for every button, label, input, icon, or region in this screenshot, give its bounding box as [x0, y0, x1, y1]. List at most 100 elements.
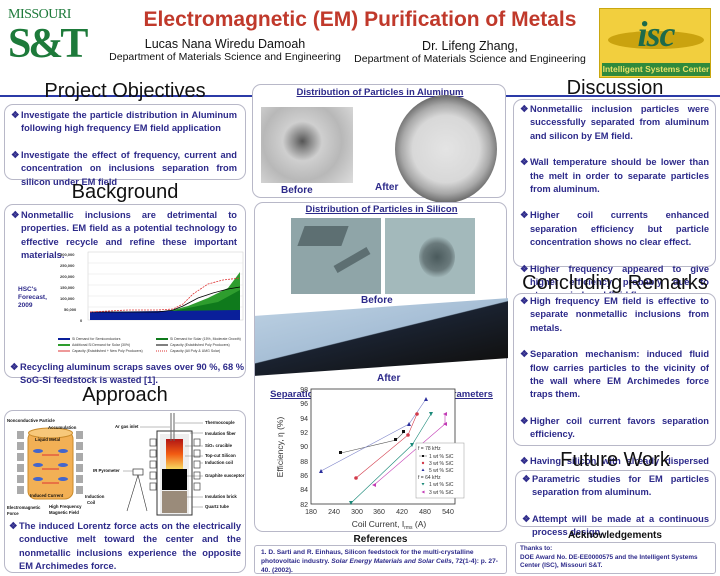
- ack-line-2: DOE Award No. DE-EE0000575 and the Intel…: [520, 553, 698, 570]
- svg-text:Nonconductive Particle: Nonconductive Particle: [7, 418, 55, 423]
- svg-text:f = 64 kHz: f = 64 kHz: [418, 475, 441, 481]
- svg-text:96: 96: [300, 401, 308, 408]
- bullet-icon: ❖: [11, 110, 20, 120]
- svg-text:Liquid Metal: Liquid Metal: [35, 437, 60, 442]
- svg-text:Ar gas inlet: Ar gas inlet: [115, 424, 139, 429]
- aluminum-before-image: [261, 107, 353, 183]
- svg-text:Thermocouple: Thermocouple: [205, 420, 235, 425]
- svg-text:5 wt % SiC: 5 wt % SiC: [429, 468, 454, 474]
- author-2-dept: Department of Materials Science and Engi…: [354, 53, 586, 65]
- ack-line-1: Thanks to:: [520, 545, 553, 552]
- concluding-item: ❖ High frequency EM field is effective to…: [520, 295, 709, 335]
- future-text: Attempt will be made at a continuous pro…: [532, 513, 709, 538]
- svg-text:Electromagnetic: Electromagnetic: [7, 505, 41, 510]
- isc-logo-band: Intelligent Systems Center: [602, 63, 710, 76]
- efficiency-chart: 98 96 94 92 90 88 86 84 82 180 240 300 360 420 480 540…: [275, 387, 465, 531]
- svg-text:Force: Force: [7, 511, 19, 516]
- bullet-icon: ❖: [522, 474, 531, 484]
- svg-text:3 wt % SiC: 3 wt % SiC: [429, 490, 454, 496]
- discussion-box: ❖ Nonmetallic inclusion particles were su…: [513, 99, 716, 300]
- concluding-text: High frequency EM field is effective to …: [530, 296, 709, 333]
- concluding-item: ❖ Higher coil current favors separation e…: [520, 415, 709, 442]
- background-item: ❖ Recycling aluminum scraps saves over 90…: [10, 361, 244, 388]
- background-item: ❖ Nonmetallic inclusions are detrimental …: [11, 209, 237, 263]
- svg-text:Graphite susceptor: Graphite susceptor: [205, 473, 245, 478]
- silicon-box: Distribution of Particles in Silicon Bef…: [254, 202, 508, 532]
- svg-text:Quartz tube: Quartz tube: [205, 504, 229, 509]
- reference-journal: Solar Energy Materials and Solar Cells: [331, 558, 452, 565]
- concluding-title: Concluding Remarks: [522, 272, 708, 294]
- svg-text:Induced Current: Induced Current: [30, 493, 64, 498]
- svg-text:50,000: 50,000: [64, 307, 77, 312]
- svg-text:1 wt % SiC: 1 wt % SiC: [429, 482, 454, 488]
- svg-text:180: 180: [305, 509, 317, 516]
- svg-text:100,000: 100,000: [60, 296, 75, 301]
- silicon-before-image-1: [291, 218, 381, 294]
- objectives-title: Project Objectives: [44, 80, 206, 102]
- svg-text:92: 92: [300, 430, 308, 437]
- missouri-st-logo: MISSOURI S&T: [8, 7, 88, 74]
- aluminum-after-image: [395, 95, 497, 203]
- svg-text:82: 82: [300, 502, 308, 509]
- svg-text:98: 98: [300, 387, 308, 394]
- svg-text:84: 84: [300, 487, 308, 494]
- svg-text:250,000: 250,000: [60, 263, 75, 268]
- svg-text:540: 540: [442, 509, 454, 516]
- bullet-icon: ❖: [522, 513, 531, 524]
- discussion-item: ❖ Nonmetallic inclusion particles were su…: [520, 103, 709, 143]
- silicon-before-image-2: [385, 218, 475, 294]
- bullet-icon: ❖: [520, 349, 529, 360]
- author-2: Dr. Lifeng Zhang, Department of Material…: [350, 40, 590, 66]
- svg-text:Insulation fiber: Insulation fiber: [205, 431, 236, 436]
- svg-text:0: 0: [80, 318, 83, 323]
- svg-text:Capacity (All Poly & UMG Solar: Capacity (All Poly & UMG Solar): [170, 349, 220, 353]
- ack-box: Thanks to: DOE Award No. DE-EE0000575 an…: [515, 542, 716, 574]
- aluminum-title: Distribution of Particles in Aluminum: [296, 87, 464, 98]
- concluding-item: ❖ Separation mechanism: induced fluid flo…: [520, 348, 709, 402]
- concluding-text: Higher coil current favors separation ef…: [530, 415, 709, 440]
- svg-text:86: 86: [300, 473, 308, 480]
- poster-title: Electromagnetic (EM) Purification of Met…: [143, 8, 577, 31]
- approach-box: Nonconductive Particle Accumulation Liquid…: [4, 410, 246, 573]
- hsc-forecast-chart: 300,000 250,000 200,000 150,000 100,000 50,00…: [58, 250, 248, 360]
- svg-text:Si Demand for Semiconductors: Si Demand for Semiconductors: [72, 337, 121, 341]
- aluminum-before-caption: Before: [281, 185, 313, 196]
- svg-text:300,000: 300,000: [60, 252, 75, 257]
- silicon-after-caption: After: [377, 373, 401, 384]
- silicon-title: Distribution of Particles in Silicon: [305, 204, 458, 215]
- bullet-icon: ❖: [520, 210, 529, 221]
- objective-item: ❖ Investigate the effect of frequency, cu…: [11, 149, 237, 189]
- objective-text: Investigate the effect of frequency, cur…: [21, 149, 237, 187]
- svg-text:Efficiency, η (%): Efficiency, η (%): [275, 417, 285, 478]
- background-title: Background: [71, 181, 179, 203]
- svg-text:High Frequency: High Frequency: [49, 504, 82, 509]
- bullet-icon: ❖: [520, 104, 529, 114]
- bullet-icon: ❖: [520, 157, 529, 168]
- svg-text:Magnetic Field: Magnetic Field: [49, 510, 79, 515]
- discussion-item: ❖ Wall temperature should be lower than t…: [520, 156, 709, 196]
- svg-text:Induction coil: Induction coil: [205, 460, 233, 465]
- svg-text:94: 94: [300, 416, 308, 423]
- svg-text:Insulation brick: Insulation brick: [205, 494, 237, 499]
- background-text: Nonmetallic inclusions are detrimental t…: [21, 210, 237, 261]
- bullet-icon: ❖: [520, 415, 529, 426]
- logo-top-text: MISSOURI: [8, 7, 71, 22]
- svg-text:90: 90: [300, 444, 308, 451]
- author-2-name: Dr. Lifeng Zhang,: [422, 39, 518, 53]
- discussion-text: Nonmetallic inclusion particles were suc…: [530, 104, 709, 141]
- reference-text: D. Sarti and R. Einhaus, Silicon feedsto…: [261, 549, 474, 565]
- future-box: ❖ Parametric studies for EM particles sep…: [515, 470, 716, 537]
- author-1-dept: Department of Materials Science and Engi…: [109, 51, 341, 63]
- reference-tail: , 72(1-4): p. 27-40. (2002).: [261, 558, 498, 574]
- references-box: 1. D. Sarti and R. Einhaus, Silicon feed…: [254, 545, 507, 574]
- svg-text:300: 300: [351, 509, 363, 516]
- approach-title: Approach: [82, 384, 168, 406]
- svg-text:Top-cut Silicon: Top-cut Silicon: [205, 453, 236, 458]
- reference-number: 1.: [261, 549, 267, 556]
- svg-text:Capacity (Established + New Po: Capacity (Established + New Poly Produce…: [72, 349, 143, 353]
- bullet-icon: ❖: [520, 455, 529, 466]
- bullet-icon: ❖: [11, 149, 20, 160]
- approach-item: ❖ The induced Lorentz force acts on the e…: [9, 520, 241, 574]
- isc-logo-oval: [608, 31, 704, 49]
- bullet-icon: ❖: [11, 210, 20, 220]
